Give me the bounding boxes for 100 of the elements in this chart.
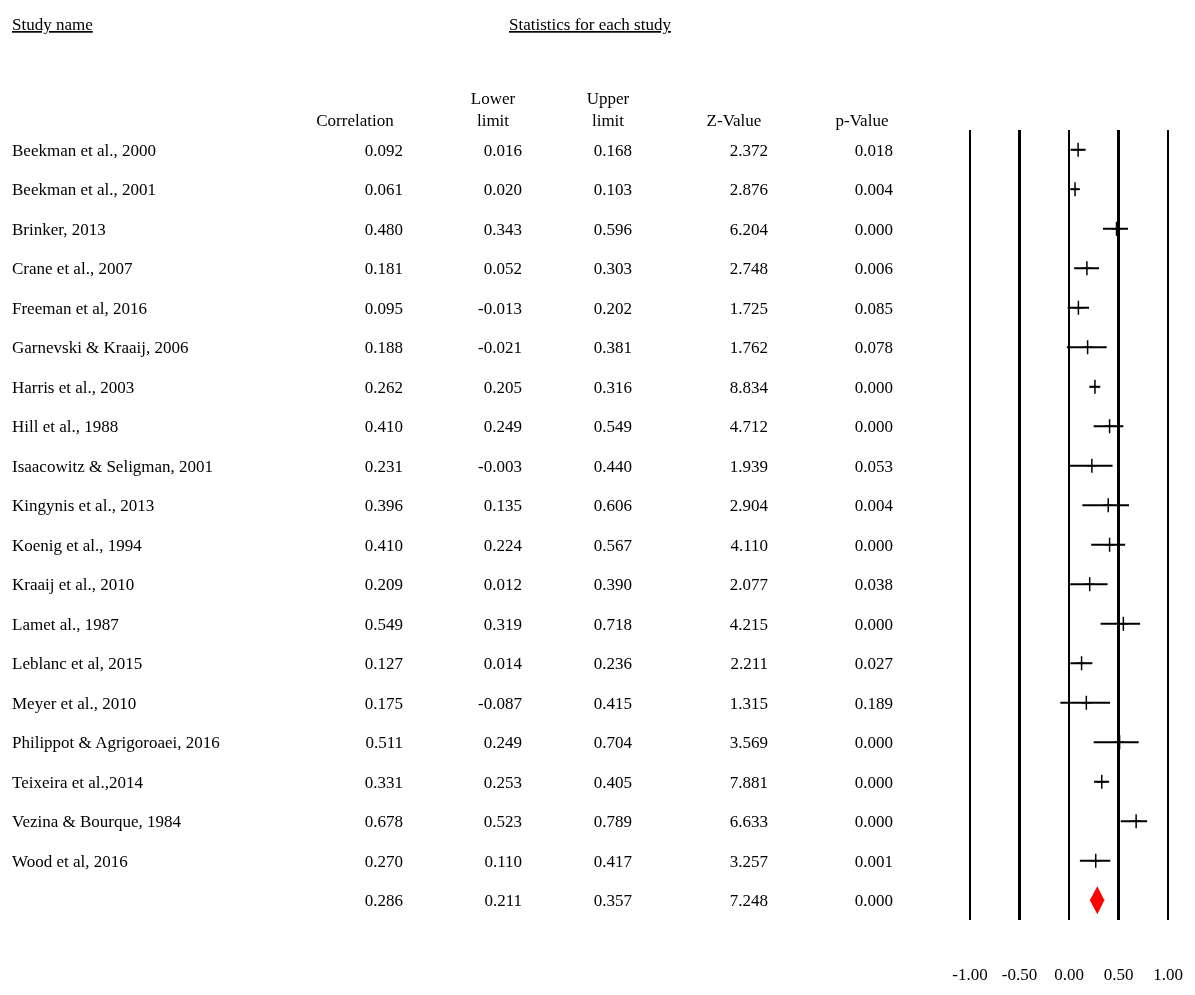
text: 0.078 bbox=[854, 338, 893, 358]
text: 6.204 bbox=[729, 219, 768, 239]
text: -0.003 bbox=[478, 456, 522, 476]
text: 0.549 bbox=[593, 417, 632, 437]
text: 0.236 bbox=[593, 654, 632, 674]
text: 0.202 bbox=[593, 298, 632, 318]
text: 4.110 bbox=[730, 535, 768, 555]
text: 0.249 bbox=[483, 733, 522, 753]
text: 0.000 bbox=[854, 891, 893, 911]
category-label: Leblanc et al, 2015 bbox=[12, 654, 143, 674]
text: 0.286 bbox=[364, 891, 403, 911]
text: 0.027 bbox=[854, 654, 893, 674]
text: 6.633 bbox=[729, 812, 768, 832]
category-label: Beekman et al., 2001 bbox=[12, 180, 156, 200]
text: 0.000 bbox=[854, 772, 893, 792]
text: 0.331 bbox=[364, 772, 403, 792]
text: 0.224 bbox=[483, 535, 522, 555]
text: 2.748 bbox=[729, 259, 768, 279]
text: 0.000 bbox=[854, 219, 893, 239]
category-label: Garnevski & Kraaij, 2006 bbox=[12, 338, 189, 358]
text: 4.712 bbox=[729, 417, 768, 437]
text: 0.095 bbox=[364, 298, 403, 318]
category-label: Teixeira et al.,2014 bbox=[12, 772, 143, 792]
text: 2.876 bbox=[729, 180, 768, 200]
text: 0.000 bbox=[854, 535, 893, 555]
category-label: Freeman et al, 2016 bbox=[12, 298, 148, 318]
text: 0.704 bbox=[593, 733, 632, 753]
text: 0.103 bbox=[593, 180, 632, 200]
x-tick-label: -1.00 bbox=[952, 965, 988, 984]
x-tick-label: 1.00 bbox=[1153, 965, 1183, 984]
text: 2.904 bbox=[729, 496, 768, 516]
text: 0.004 bbox=[854, 180, 893, 200]
text: 0.127 bbox=[364, 654, 403, 674]
text: 7.881 bbox=[729, 772, 768, 792]
category-label: Wood et al, 2016 bbox=[12, 851, 128, 871]
x-tick-label: -0.50 bbox=[1001, 965, 1038, 984]
text: 2.077 bbox=[729, 575, 768, 595]
text: 1.315 bbox=[729, 693, 768, 713]
text: 3.257 bbox=[729, 851, 768, 871]
text: -0.013 bbox=[478, 298, 522, 318]
text: 0.415 bbox=[593, 693, 632, 713]
category-label: Upper limit bbox=[586, 89, 630, 130]
text: 0.523 bbox=[483, 812, 522, 832]
text: 0.303 bbox=[593, 259, 632, 279]
text: 0.188 bbox=[364, 338, 403, 358]
text: 0.135 bbox=[483, 496, 522, 516]
text: 0.012 bbox=[483, 575, 522, 595]
text: 0.189 bbox=[854, 693, 893, 713]
text: Statistics for each study bbox=[509, 15, 672, 34]
text: 0.000 bbox=[854, 733, 893, 753]
text: 0.052 bbox=[483, 259, 522, 279]
text: 0.789 bbox=[593, 812, 632, 832]
text: 0.718 bbox=[593, 614, 632, 634]
category-label: Brinker, 2013 bbox=[12, 219, 106, 239]
text: 0.016 bbox=[483, 140, 522, 160]
text: 0.209 bbox=[364, 575, 403, 595]
text: 0.061 bbox=[364, 180, 403, 200]
text: -0.087 bbox=[478, 693, 522, 713]
text: 2.372 bbox=[729, 140, 768, 160]
text: 0.390 bbox=[593, 575, 632, 595]
text: 0.020 bbox=[483, 180, 522, 200]
text: 0.205 bbox=[483, 377, 522, 397]
text: 0.381 bbox=[593, 338, 632, 358]
x-tick-label: 0.00 bbox=[1054, 965, 1084, 984]
text: 0.596 bbox=[593, 219, 632, 239]
category-label: Z-Value bbox=[706, 111, 762, 130]
category-label: Isaacowitz & Seligman, 2001 bbox=[12, 456, 214, 476]
text: 0.211 bbox=[484, 891, 522, 911]
text: 7.248 bbox=[729, 891, 768, 911]
text: 0.168 bbox=[593, 140, 632, 160]
text: 0.085 bbox=[854, 298, 893, 318]
category-label: Meyer et al., 2010 bbox=[12, 693, 137, 713]
x-tick-label: 0.50 bbox=[1103, 965, 1134, 984]
text: 0.253 bbox=[483, 772, 522, 792]
category-label: Lower limit bbox=[470, 89, 516, 130]
text: 0.511 bbox=[365, 733, 403, 753]
text: 0.038 bbox=[854, 575, 893, 595]
text: 0.262 bbox=[364, 377, 403, 397]
category-label: Beekman et al., 2000 bbox=[12, 140, 156, 160]
category-label: Correlation bbox=[316, 111, 395, 130]
category-label: Philippot & Agrigoroaei, 2016 bbox=[12, 733, 220, 753]
text: 0.014 bbox=[483, 654, 522, 674]
text: 0.018 bbox=[854, 140, 893, 160]
text: 1.725 bbox=[729, 298, 768, 318]
text: 0.396 bbox=[364, 496, 403, 516]
text: 0.319 bbox=[483, 614, 522, 634]
text: 0.549 bbox=[364, 614, 403, 634]
text: 0.480 bbox=[364, 219, 403, 239]
text: 0.000 bbox=[854, 417, 893, 437]
category-label: p-Value bbox=[835, 111, 889, 130]
text: 0.440 bbox=[593, 456, 632, 476]
text: 0.343 bbox=[483, 219, 522, 239]
category-label: Crane et al., 2007 bbox=[12, 259, 133, 279]
text: 4.215 bbox=[729, 614, 768, 634]
text: 0.410 bbox=[364, 417, 403, 437]
text: 0.053 bbox=[854, 456, 893, 476]
text: 0.606 bbox=[593, 496, 632, 516]
text: 1.762 bbox=[729, 338, 768, 358]
text: 0.410 bbox=[364, 535, 403, 555]
text: 0.110 bbox=[484, 851, 522, 871]
